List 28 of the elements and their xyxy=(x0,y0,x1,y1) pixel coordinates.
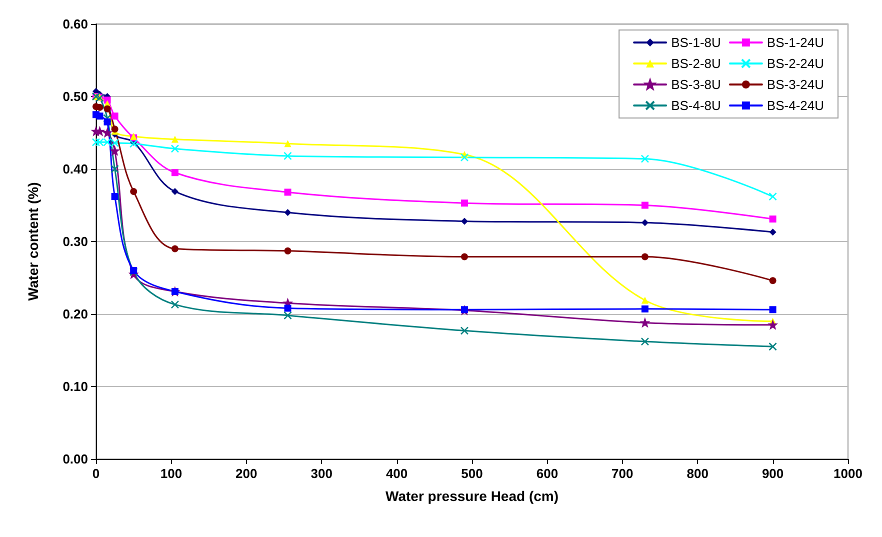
y-tick-label: 0.50 xyxy=(62,89,88,104)
x-tick-label: 600 xyxy=(536,466,558,481)
y-tick-label: 0.00 xyxy=(62,452,88,466)
y-axis-title: Water content (%) xyxy=(25,182,41,301)
legend-label: BS-3-8U xyxy=(671,77,721,92)
legend-label: BS-3-24U xyxy=(766,77,824,92)
legend-label: BS-1-8U xyxy=(671,35,721,50)
x-tick-label: 200 xyxy=(236,466,258,481)
x-tick-label: 400 xyxy=(386,466,408,481)
y-tick-label: 0.30 xyxy=(62,234,88,249)
y-tick-label: 0.10 xyxy=(62,379,88,394)
y-tick-label: 0.60 xyxy=(62,16,88,32)
legend-label: BS-1-24U xyxy=(766,35,824,50)
x-tick-label: 100 xyxy=(160,466,182,481)
x-tick-label: 1000 xyxy=(834,466,862,481)
x-tick-label: 800 xyxy=(686,466,708,481)
x-tick-label: 300 xyxy=(310,466,332,481)
y-tick-label: 0.40 xyxy=(62,162,88,176)
legend-label: BS-4-8U xyxy=(671,98,721,113)
x-tick-label: 0 xyxy=(92,466,100,481)
legend-label: BS-2-8U xyxy=(671,56,721,71)
y-tick-label: 0.20 xyxy=(62,306,88,322)
legend-label: BS-4-24U xyxy=(766,98,824,113)
x-axis-title: Water pressure Head (cm) xyxy=(386,488,558,504)
x-tick-label: 700 xyxy=(612,466,634,481)
x-tick-label: 500 xyxy=(461,466,483,481)
legend-label: BS-2-24U xyxy=(766,56,824,71)
x-tick-label: 900 xyxy=(762,466,784,481)
